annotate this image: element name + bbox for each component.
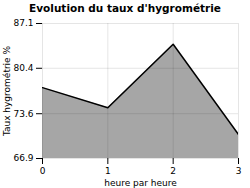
svg-text:2: 2 [170,166,176,176]
svg-text:3: 3 [236,166,242,176]
svg-text:0: 0 [40,166,46,176]
svg-text:87.1: 87.1 [13,18,33,28]
svg-text:80.4: 80.4 [13,63,33,73]
svg-text:66.9: 66.9 [13,153,33,163]
svg-text:1: 1 [105,166,111,176]
html-text:Evolution du taux d'hygrométri: Evolution du taux d'hygrométrie [29,2,221,14]
svg-text:73.6: 73.6 [13,109,33,119]
svg-text:Taux hygrométrie %: Taux hygrométrie % [2,45,12,137]
svg-text:heure par heure: heure par heure [104,178,177,188]
